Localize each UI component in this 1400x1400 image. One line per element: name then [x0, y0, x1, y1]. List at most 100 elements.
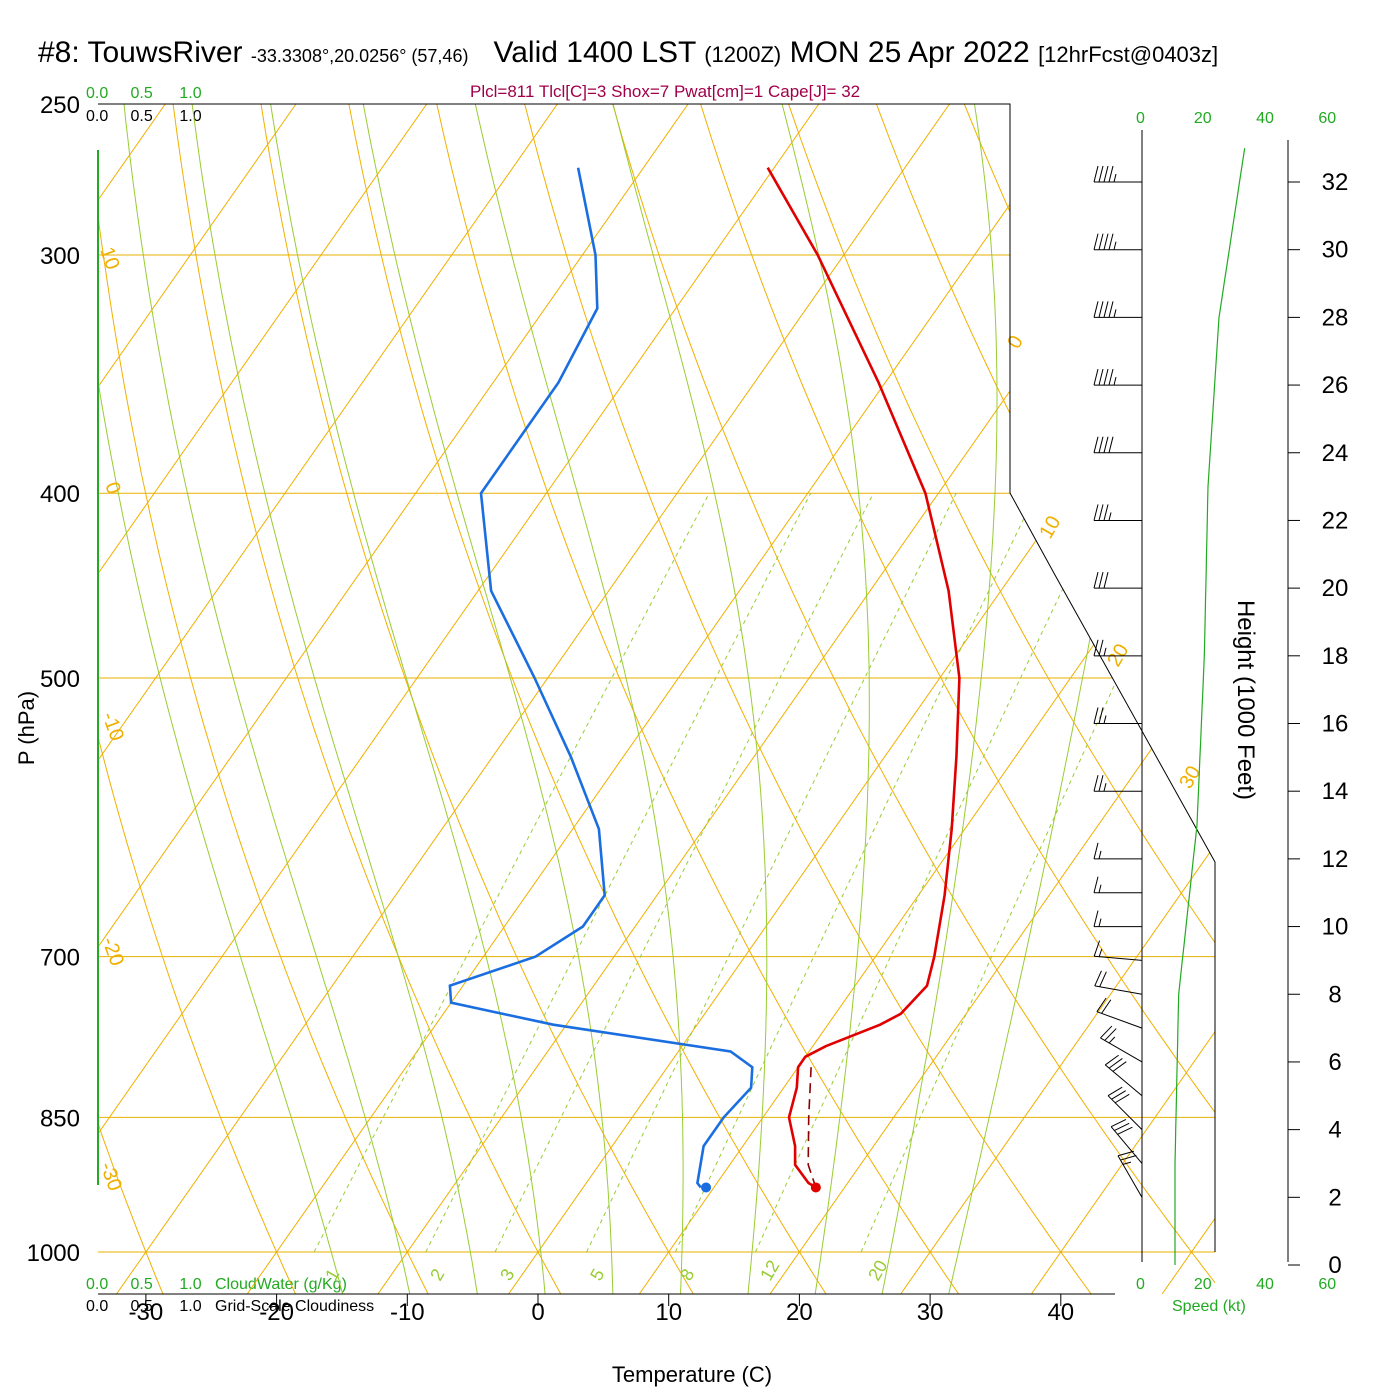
dry-adiabat: [689, 104, 1215, 1294]
height-label: 6: [1328, 1049, 1341, 1076]
valid-date: MON 25 Apr 2022: [789, 36, 1030, 69]
height-label: 8: [1328, 981, 1341, 1008]
skewt-grid: [98, 70, 1400, 1331]
dry-adiabat: [342, 104, 851, 1294]
series-dewpoint: [448, 167, 754, 1189]
wind-barb: [1104, 1054, 1143, 1097]
height-label: 20: [1322, 575, 1349, 602]
isotherm-label: 0: [1003, 332, 1028, 353]
moist-adiabat: [98, 104, 353, 1294]
wind-barb: [1093, 233, 1142, 251]
pressure-label: 500: [40, 666, 80, 693]
isotherm-label: 10: [95, 244, 123, 272]
height-label: 14: [1322, 778, 1349, 805]
x-tick-label: 10: [655, 1299, 682, 1326]
isotherm-line: [1293, 104, 1400, 1294]
moist-adiabat: [265, 104, 549, 1294]
height-label: 16: [1322, 711, 1349, 738]
plot-frame: [98, 103, 1216, 1252]
x-tick-label: 0: [531, 1299, 544, 1326]
bottom-cloudiness-scale: 0.0 0.5 1.0 Grid-Scale Cloudiness: [86, 1298, 375, 1315]
series-temperature: [766, 167, 961, 1189]
dry-adiabat: [98, 104, 179, 1294]
moist-adiabat: [604, 104, 768, 1294]
isotherm-line: [246, 104, 1081, 1294]
bottom-cloudwater-scale: 0.0 0.5 1.0 CloudWater (g/Kg): [86, 1276, 347, 1293]
dry-adiabat: [776, 104, 1215, 1294]
height-label: 22: [1322, 507, 1349, 534]
wind-barb: [1093, 368, 1142, 386]
forecast-info: [12hrFcst@0403z]: [1038, 42, 1219, 67]
mixing-ratio-label: 2: [426, 1265, 448, 1284]
wind-barb: [1093, 639, 1142, 657]
mixing-ratio-line: [674, 492, 1037, 1253]
cloudwater-label: CloudWater (g/Kg): [215, 1276, 347, 1293]
station-coords: -33.3308°,20.0256° (57,46): [250, 46, 469, 66]
sounding-profiles: [448, 167, 961, 1189]
height-label: 0: [1328, 1252, 1341, 1279]
pressure-label: 400: [40, 481, 80, 508]
series-parcel: [807, 1067, 817, 1188]
speed-scale-bottom: 0 20 40 60: [1136, 1276, 1337, 1293]
mixing-ratio-line: [425, 492, 812, 1253]
x-tick-label: -30: [129, 1299, 164, 1326]
chart-title: #8: TouwsRiver -33.3308°,20.0256° (57,46…: [38, 36, 1218, 70]
isotherm-label: -20: [97, 934, 128, 969]
x-tick-label: -10: [390, 1299, 425, 1326]
dry-adiabat: [255, 104, 717, 1294]
wind-barb: [1093, 707, 1142, 724]
speed-label: Speed (kt): [1172, 1298, 1246, 1315]
pressure-label: 700: [40, 945, 80, 972]
height-label: 10: [1322, 914, 1349, 941]
height-label: 18: [1322, 643, 1349, 670]
dry-adiabat: [98, 104, 448, 1294]
height-axis-title: Height (1000 Feet): [1232, 600, 1259, 800]
pressure-label: 850: [40, 1105, 80, 1132]
isotherm-label: 10: [1035, 512, 1065, 542]
moist-adiabat: [120, 104, 418, 1294]
height-label: 12: [1322, 846, 1349, 873]
wind-barb: [1093, 940, 1143, 961]
pressure-label: 300: [40, 243, 80, 270]
dry-adiabat: [1385, 70, 1400, 1331]
mixing-ratio-label: 5: [586, 1265, 608, 1284]
mixing-ratio-label: 3: [496, 1265, 518, 1284]
wind-barb: [1096, 997, 1143, 1029]
moist-adiabat: [467, 104, 684, 1294]
wind-barb: [1093, 504, 1142, 521]
isotherm-line: [900, 104, 1215, 1294]
zulu-time: (1200Z): [704, 42, 782, 67]
isotherm-line: [98, 104, 820, 1294]
mixing-ratio-line: [494, 492, 874, 1253]
moist-adiabat: [356, 104, 614, 1294]
pressure-label: 250: [40, 92, 80, 119]
wind-barb: [1093, 165, 1142, 183]
isotherm-label: 30: [1175, 762, 1205, 792]
mixing-ratio-label: 20: [864, 1257, 891, 1284]
dry-adiabat: [602, 104, 1215, 1294]
dry-adiabat: [863, 104, 1215, 1294]
wind-barb: [1093, 301, 1142, 318]
valid-time: Valid 1400 LST: [493, 36, 696, 69]
isotherm-line: [508, 104, 1215, 1294]
wind-speed-profile: [1174, 148, 1246, 1265]
mixing-ratio-label: 1: [321, 1265, 343, 1284]
top-cloudwater-scale: 0.0 0.5 1.0: [86, 85, 202, 102]
wind-barb: [1100, 1025, 1143, 1063]
isotherm-line: [638, 104, 1215, 1294]
y-axis-title: P (hPa): [14, 691, 39, 765]
stability-indices: Plcl=811 Tlcl[C]=3 Shox=7 Pwat[cm]=1 Cap…: [470, 82, 861, 101]
x-tick-label: -20: [259, 1299, 294, 1326]
top-cloudiness-scale: 0.0 0.5 1.0: [86, 108, 202, 125]
mixing-ratio-line: [586, 492, 957, 1253]
x-tick-label: 30: [917, 1299, 944, 1326]
isotherm-line: [377, 104, 1212, 1294]
dry-adiabat: [98, 104, 314, 1294]
height-label: 32: [1322, 169, 1349, 196]
surface-dewpoint-point: [701, 1182, 712, 1193]
isotherm-label: 0: [100, 479, 124, 497]
isotherm-line: [769, 104, 1215, 1294]
height-label: 30: [1322, 237, 1349, 264]
dry-adiabat: [168, 104, 582, 1294]
